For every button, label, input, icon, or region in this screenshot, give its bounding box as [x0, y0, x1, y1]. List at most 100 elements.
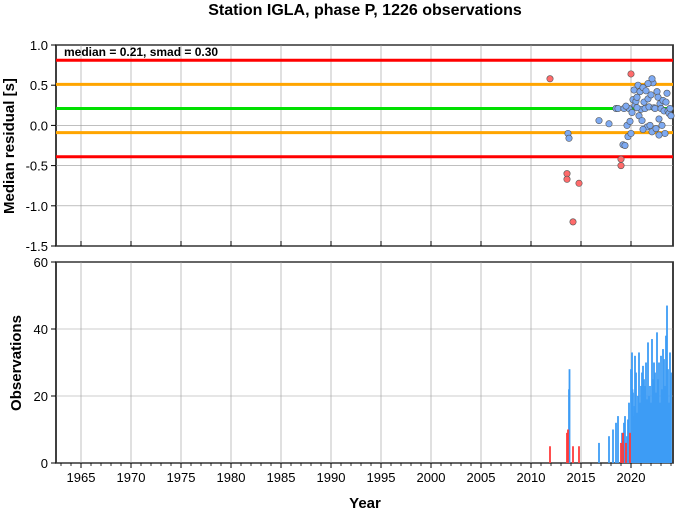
x-tick-label: 1990	[317, 470, 346, 485]
inlier-bar	[636, 412, 638, 463]
residual-plot-frame	[55, 44, 674, 247]
inlier-bar	[645, 362, 647, 463]
inlier-bar	[652, 379, 654, 463]
inlier-point	[638, 117, 646, 125]
inlier-bar	[630, 369, 632, 463]
outlier-bar	[549, 446, 551, 463]
inlier-point	[662, 98, 670, 106]
inlier-point	[595, 117, 603, 125]
stats-text: median = 0.21, smad = 0.30	[64, 45, 218, 59]
inlier-bar	[617, 416, 619, 463]
observation-y-axis-label: Observations	[8, 315, 25, 411]
inlier-bar	[643, 379, 645, 463]
inlier-bar	[658, 362, 660, 463]
inlier-bar	[615, 422, 617, 463]
residual-points	[546, 70, 675, 226]
inlier-bar	[608, 436, 610, 463]
inlier-bar	[660, 355, 662, 463]
y-tick-label: 60	[34, 255, 48, 270]
inlier-bar	[626, 436, 628, 463]
inlier-bar	[668, 402, 670, 463]
inlier-point	[648, 75, 656, 83]
y-tick-label: -1.5	[26, 239, 48, 254]
inlier-bar	[657, 379, 659, 463]
outlier-bar	[572, 446, 574, 463]
inlier-bar	[628, 402, 630, 463]
inlier-point	[667, 112, 675, 120]
inlier-point	[655, 115, 663, 123]
outlier-point	[617, 155, 625, 163]
inlier-bar	[664, 385, 666, 463]
outlier-bar	[622, 432, 624, 463]
inlier-bar	[659, 402, 661, 463]
inlier-bar	[623, 422, 625, 463]
outlier-bar	[620, 442, 622, 463]
outlier-bar	[578, 446, 580, 463]
inlier-point	[614, 105, 622, 113]
inlier-point	[565, 134, 573, 142]
observation-panel: 1965 1970 1975 1980 1985 1990 1995 2000 2005 2010…	[8, 255, 674, 485]
inlier-bar	[666, 305, 668, 463]
inlier-point	[663, 89, 671, 97]
inlier-point	[655, 131, 663, 139]
inlier-point	[646, 121, 654, 129]
outlier-point	[546, 75, 554, 83]
outlier-point	[575, 179, 583, 187]
y-tick-label: 0.5	[30, 78, 48, 93]
x-tick-label: 1995	[367, 470, 396, 485]
inlier-bar	[654, 372, 656, 463]
residual-reference-lines	[56, 58, 673, 159]
x-tick-label: 1970	[117, 470, 146, 485]
outlier-point	[569, 218, 577, 226]
inlier-point	[666, 105, 674, 113]
inlier-point	[633, 104, 641, 112]
inlier-bar	[646, 399, 648, 463]
inlier-bar	[663, 359, 665, 463]
inlier-bar	[651, 339, 653, 463]
x-tick-label: 2010	[517, 470, 546, 485]
inlier-bar	[669, 352, 671, 463]
inlier-bar	[638, 352, 640, 463]
inlier-bar	[653, 362, 655, 463]
inlier-point	[658, 121, 666, 129]
inlier-bar	[662, 349, 664, 463]
inlier-bar	[624, 416, 626, 463]
y-tick-label: -0.5	[26, 159, 48, 174]
observation-plot-frame	[55, 261, 674, 464]
inlier-point	[633, 93, 641, 101]
observation-bars	[549, 305, 672, 463]
y-tick-label: 0.0	[30, 118, 48, 133]
inlier-point	[644, 80, 652, 88]
inlier-bar	[612, 429, 614, 463]
y-tick-label: 20	[34, 389, 48, 404]
inlier-bar	[621, 432, 623, 463]
inlier-bar	[648, 396, 650, 463]
inlier-bar	[661, 389, 663, 463]
inlier-point	[605, 120, 613, 128]
y-tick-label: 1.0	[30, 38, 48, 53]
outlier-bar	[629, 432, 631, 463]
outlier-bar	[566, 432, 568, 463]
inlier-bar	[639, 402, 641, 463]
x-tick-label: 2015	[567, 470, 596, 485]
inlier-bar	[634, 355, 636, 463]
inlier-point	[622, 102, 630, 110]
residual-y-axis-label: Median residual [s]	[1, 78, 18, 214]
inlier-bar	[627, 419, 629, 463]
inlier-point	[639, 125, 647, 133]
residual-ticks: 1.0 0.5 0.0 -0.5 -1.0 -1.5	[26, 38, 632, 254]
inlier-bar	[637, 396, 639, 463]
outlier-point	[617, 162, 625, 170]
inlier-point	[661, 129, 669, 137]
inlier-point	[642, 87, 650, 95]
inlier-bar	[640, 385, 642, 463]
x-tick-label: 1985	[267, 470, 296, 485]
inlier-bar	[642, 365, 644, 463]
x-tick-label: 2000	[417, 470, 446, 485]
inlier-bar	[670, 372, 672, 463]
x-axis-label: Year	[349, 495, 381, 511]
outlier-bar	[567, 429, 569, 463]
x-tick-label: 1980	[217, 470, 246, 485]
inlier-bar	[655, 392, 657, 463]
